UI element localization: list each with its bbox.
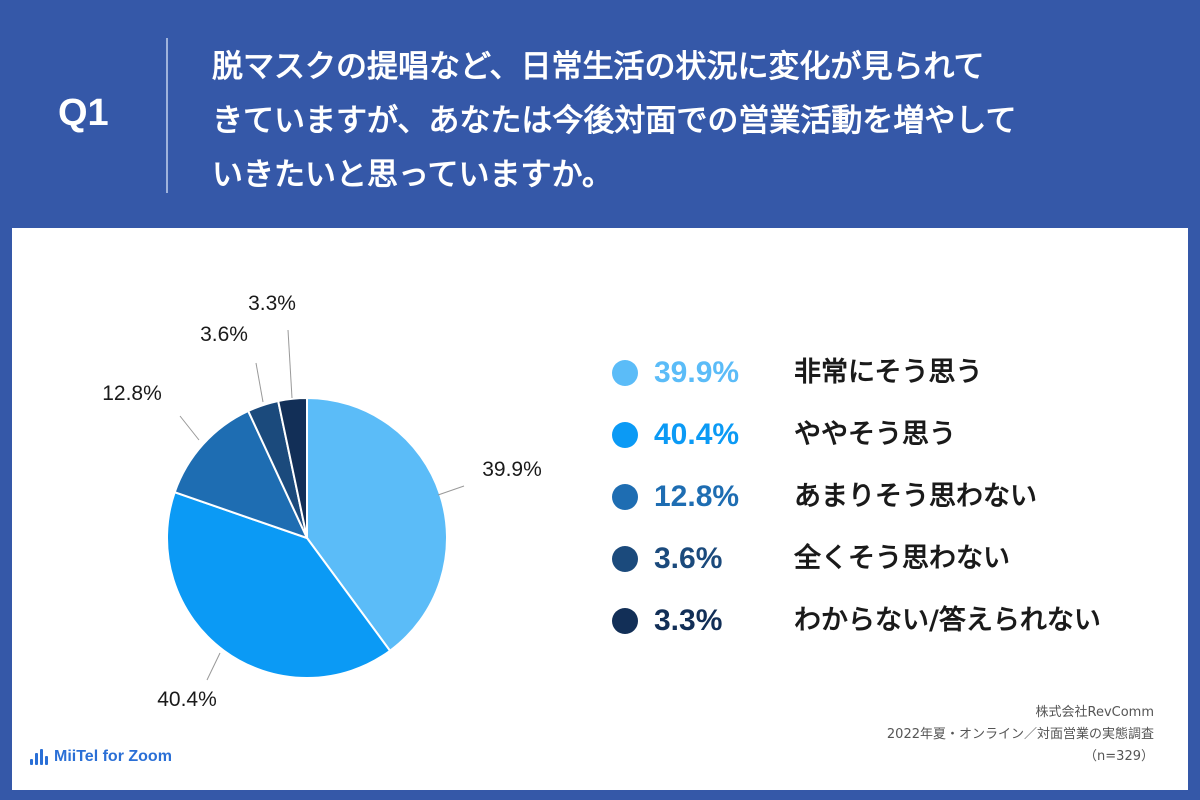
question-number: Q1 [58, 92, 109, 134]
brand-logo: MiiTel for Zoom [30, 748, 172, 766]
legend-percent: 3.3% [654, 604, 723, 637]
header: Q1 脱マスクの提唱など、日常生活の状況に変化が見られて きていますが、あなたは… [0, 0, 1200, 225]
data-label: 12.8% [102, 382, 162, 405]
data-label: 3.3% [248, 292, 296, 315]
leader-line [206, 652, 221, 681]
legend-dot [612, 546, 638, 572]
legend-label: ややそう思う [794, 419, 956, 450]
data-label: 3.6% [200, 323, 248, 346]
source-line: 株式会社RevComm [1035, 705, 1155, 720]
leader-line [255, 362, 264, 403]
pie-slice [166, 490, 392, 679]
pie-slice [173, 409, 309, 540]
legend-label: 非常にそう思う [794, 357, 983, 388]
pie-slice [276, 396, 308, 539]
leader-line [437, 485, 465, 496]
legend-label: あまりそう思わない [794, 481, 1037, 512]
legend-dot [612, 360, 638, 386]
soundwave-icon [30, 749, 48, 765]
question-line: きていますが、あなたは今後対面での営業活動を増やして [212, 103, 1017, 139]
legend-percent: 39.9% [654, 356, 740, 389]
legend-dot [612, 608, 638, 634]
chart-panel: 39.9% 40.4% 12.8% 3.6% 3.3% 39.9% 非常にそう思う 40… [12, 228, 1188, 790]
legend-dot [612, 422, 638, 448]
data-label: 40.4% [157, 688, 217, 711]
source-line: 2022年夏・オンライン／対面営業の実態調査 [886, 727, 1154, 742]
question-text: 脱マスクの提唱など、日常生活の状況に変化が見られて きていますが、あなたは今後対… [212, 40, 1172, 202]
leader-line [287, 329, 293, 399]
data-label: 39.9% [482, 458, 542, 481]
brand-name: MiiTel for Zoom [54, 748, 172, 765]
header-divider [166, 38, 168, 193]
legend-percent: 40.4% [654, 418, 740, 451]
question-line: 脱マスクの提唱など、日常生活の状況に変化が見られて [212, 49, 985, 85]
question-line: いきたいと思っていますか。 [212, 157, 613, 193]
legend-percent: 3.6% [654, 542, 723, 575]
leader-line [179, 415, 200, 441]
source-line: （n=329） [1084, 749, 1154, 764]
pie-chart: 39.9% 40.4% 12.8% 3.6%3.3% [102, 292, 542, 711]
legend-percent: 12.8% [654, 480, 740, 513]
source-note: 株式会社RevComm 2022年夏・オンライン／対面営業の実態調査 （n=32… [887, 702, 1154, 768]
legend-dot [612, 484, 638, 510]
legend-label: わからない/答えられない [794, 605, 1101, 636]
legend-label: 全くそう思わない [794, 543, 1010, 574]
